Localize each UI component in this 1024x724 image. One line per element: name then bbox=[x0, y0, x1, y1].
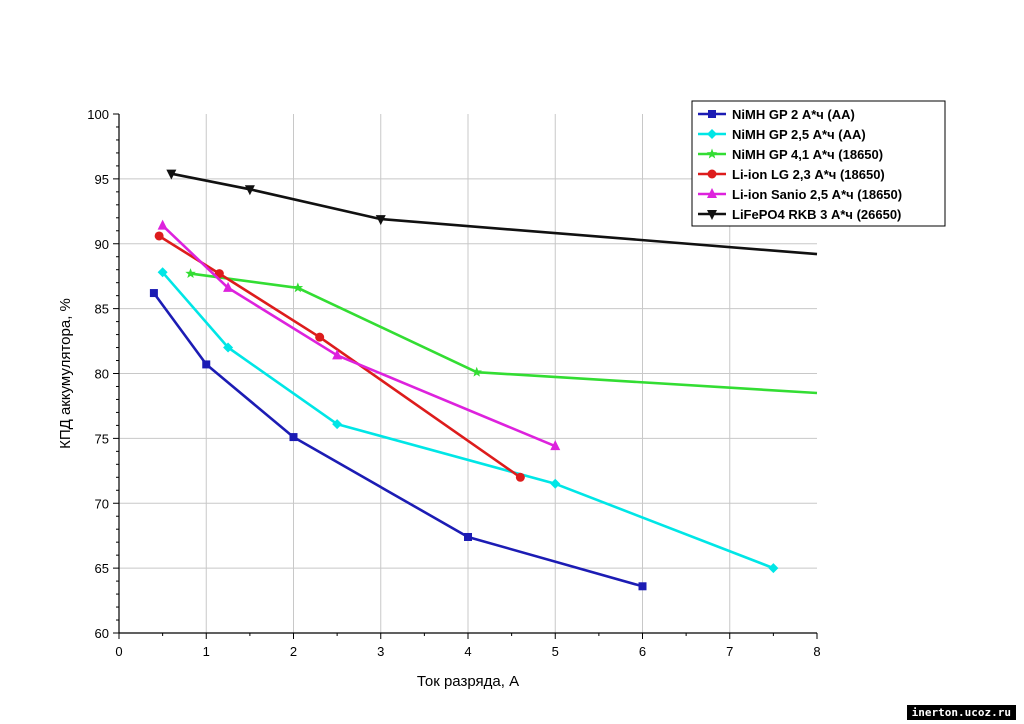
data-point bbox=[375, 215, 386, 226]
y-tick-label: 60 bbox=[95, 626, 109, 641]
data-point bbox=[471, 366, 482, 377]
series-line bbox=[161, 224, 556, 448]
legend-label: Li-ion LG 2,3 А*ч (18650) bbox=[732, 167, 885, 182]
x-tick-label: 1 bbox=[203, 644, 210, 659]
data-point bbox=[223, 281, 234, 292]
y-tick-label: 65 bbox=[95, 561, 109, 576]
series-line bbox=[190, 272, 818, 395]
data-point bbox=[157, 267, 168, 278]
data-point bbox=[550, 440, 561, 451]
series-6 bbox=[166, 169, 818, 256]
legend-label: LiFePO4 RKB 3 А*ч (26650) bbox=[732, 207, 901, 222]
legend-marker bbox=[707, 169, 717, 179]
data-point bbox=[185, 268, 196, 279]
legend: NiMH GP 2 А*ч (AA) NiMH GP 2,5 А*ч (AA) Ni… bbox=[691, 100, 946, 227]
y-tick-label: 85 bbox=[95, 302, 109, 317]
data-point bbox=[550, 478, 561, 489]
x-tick-label: 6 bbox=[639, 644, 646, 659]
data-point bbox=[289, 433, 298, 442]
x-tick-label: 5 bbox=[552, 644, 559, 659]
data-point bbox=[223, 342, 234, 353]
legend-label: Li-ion Sanio 2,5 А*ч (18650) bbox=[732, 187, 902, 202]
data-point bbox=[515, 472, 525, 482]
y-tick-label: 100 bbox=[87, 107, 109, 122]
y-tick-label: 70 bbox=[95, 496, 109, 511]
y-tick-label: 90 bbox=[95, 237, 109, 252]
x-tick-label: 2 bbox=[290, 644, 297, 659]
data-point bbox=[332, 349, 343, 360]
legend-item: NiMH GP 4,1 А*ч (18650) bbox=[698, 147, 883, 162]
legend-item: NiMH GP 2,5 А*ч (AA) bbox=[698, 127, 866, 142]
data-point bbox=[292, 282, 304, 293]
data-point bbox=[244, 185, 255, 196]
legend-item: LiFePO4 RKB 3 А*ч (26650) bbox=[698, 207, 901, 222]
data-point bbox=[768, 563, 779, 574]
legend-label: NiMH GP 2 А*ч (AA) bbox=[732, 107, 855, 122]
y-tick-label: 95 bbox=[95, 172, 109, 187]
legend-marker bbox=[707, 210, 717, 220]
legend-box bbox=[691, 100, 946, 227]
series-2 bbox=[157, 267, 779, 574]
data-point bbox=[315, 332, 325, 342]
legend-item: NiMH GP 2 А*ч (AA) bbox=[698, 107, 855, 122]
x-tick-label: 3 bbox=[377, 644, 384, 659]
x-axis-title: Ток разряда, А bbox=[417, 673, 519, 690]
legend-marker bbox=[707, 188, 717, 198]
x-tick-label: 4 bbox=[464, 644, 471, 659]
y-tick-label: 75 bbox=[95, 431, 109, 446]
series-line bbox=[158, 234, 522, 479]
y-tick-label: 80 bbox=[95, 367, 109, 382]
legend-label: NiMH GP 2,5 А*ч (AA) bbox=[732, 127, 866, 142]
series-5 bbox=[157, 219, 561, 451]
data-point bbox=[149, 289, 158, 298]
data-point bbox=[464, 532, 472, 541]
data-point bbox=[638, 582, 647, 591]
legend-marker bbox=[707, 129, 717, 139]
series-3 bbox=[185, 268, 818, 395]
data-point bbox=[166, 169, 177, 180]
data-point bbox=[157, 219, 168, 230]
legend-marker bbox=[708, 110, 716, 118]
legend-item: Li-ion LG 2,3 А*ч (18650) bbox=[698, 167, 885, 182]
x-tick-label: 0 bbox=[115, 644, 122, 659]
data-point bbox=[154, 231, 164, 241]
watermark: inerton.ucoz.ru bbox=[906, 705, 1016, 720]
legend-item: Li-ion Sanio 2,5 А*ч (18650) bbox=[698, 187, 902, 202]
data-point bbox=[202, 360, 211, 369]
series-1 bbox=[149, 289, 647, 591]
y-axis-title: КПД аккумулятора, % bbox=[57, 298, 74, 449]
series-line bbox=[171, 172, 818, 256]
legend-label: NiMH GP 4,1 А*ч (18650) bbox=[732, 147, 883, 162]
legend-marker bbox=[706, 148, 718, 159]
axes: 0 1 2 3 4 5 6 7 8 60 65 70 75 80 85 90 95 100 bbox=[87, 107, 820, 659]
x-tick-label: 7 bbox=[726, 644, 733, 659]
series-group bbox=[149, 169, 818, 591]
x-tick-label: 8 bbox=[813, 644, 820, 659]
data-point bbox=[332, 419, 343, 430]
